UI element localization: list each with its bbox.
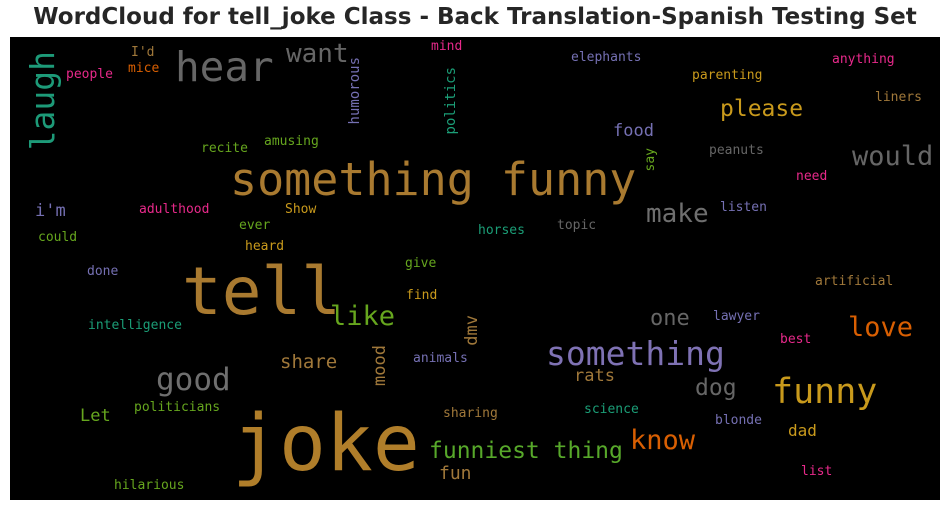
word-parenting: parenting	[692, 68, 763, 83]
word-peanuts: peanuts	[709, 143, 764, 158]
word-good: good	[156, 362, 231, 398]
word-let: Let	[80, 406, 111, 426]
word-done: done	[87, 264, 119, 279]
wordcloud-canvas: joke tell something funny something funny hea…	[10, 37, 940, 500]
word-dog: dog	[695, 375, 737, 401]
word-dad: dad	[788, 421, 817, 440]
word-make: make	[646, 199, 709, 229]
word-liners: liners	[875, 90, 922, 105]
word-could: could	[38, 230, 78, 245]
word-people: people	[66, 67, 113, 82]
word-find: find	[406, 288, 438, 303]
word-heard: heard	[245, 239, 285, 254]
word-hear: hear	[175, 43, 274, 91]
word-amusing: amusing	[264, 134, 319, 149]
word-list: list	[801, 464, 833, 479]
word-blonde: blonde	[715, 413, 762, 428]
word-one: one	[650, 306, 690, 331]
word-funny: funny	[772, 372, 878, 412]
word-say: say	[643, 148, 658, 172]
word-want: want	[286, 39, 349, 69]
word-i-d: I'd	[131, 45, 155, 60]
word-listen: listen	[720, 200, 767, 215]
word-dmv: dmv	[462, 315, 482, 346]
word-love: love	[848, 312, 914, 343]
word-would: would	[852, 141, 934, 172]
word-rats: rats	[574, 366, 615, 386]
word-tell: tell	[182, 253, 341, 330]
word-funniest-thing: funniest thing	[429, 438, 623, 464]
word-mind: mind	[431, 39, 463, 54]
chart-title: WordCloud for tell_joke Class - Back Tra…	[33, 4, 917, 30]
word-laugh: laugh	[23, 51, 62, 151]
word-lawyer: lawyer	[713, 309, 760, 324]
word-anything: anything	[832, 52, 895, 67]
word-ever: ever	[239, 218, 271, 233]
word-mood: mood	[370, 345, 390, 386]
word-politics: politics	[443, 67, 459, 135]
word-food: food	[613, 121, 654, 141]
word-hilarious: hilarious	[114, 478, 185, 493]
word-sharing: sharing	[443, 406, 498, 421]
word-something-funny: something funny	[230, 153, 637, 206]
word-need: need	[796, 169, 828, 184]
word-give: give	[405, 256, 437, 271]
word-something: something	[546, 334, 725, 373]
word-topic: topic	[557, 218, 597, 233]
word-please: please	[720, 96, 804, 122]
word-horses: horses	[478, 223, 525, 238]
word-adulthood: adulthood	[139, 202, 210, 217]
word-mice: mice	[128, 61, 160, 76]
word-best: best	[780, 332, 812, 347]
word-show: Show	[285, 202, 317, 217]
word-elephants: elephants	[571, 50, 642, 65]
word-politicians: politicians	[134, 400, 221, 415]
word-fun: fun	[439, 463, 472, 484]
word-science: science	[584, 402, 639, 417]
word-share: share	[280, 351, 338, 373]
word-i-m: i'm	[35, 201, 66, 221]
word-animals: animals	[413, 351, 468, 366]
word-intelligence: intelligence	[88, 318, 182, 333]
word-artificial: artificial	[815, 274, 894, 289]
word-joke: joke	[232, 399, 420, 489]
word-know: know	[630, 425, 696, 456]
word-like: like	[330, 301, 396, 332]
word-recite: recite	[201, 141, 248, 156]
word-humorous: humorous	[347, 57, 363, 125]
